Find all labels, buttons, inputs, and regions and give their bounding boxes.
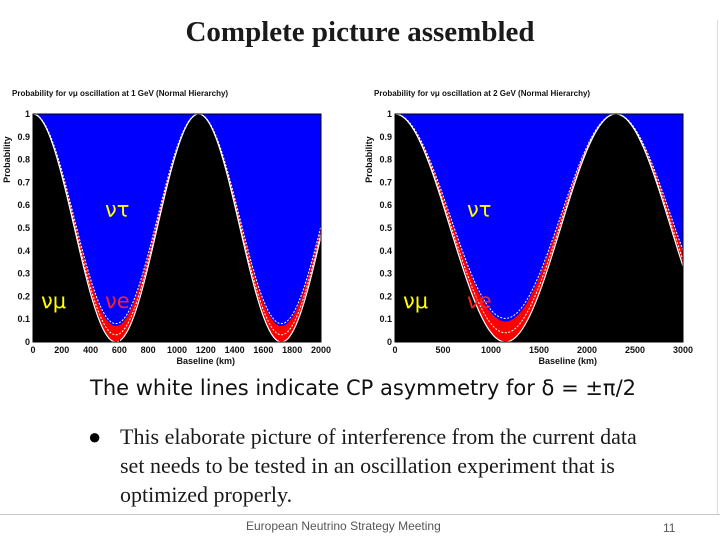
y-tick-label: 0.2 xyxy=(379,291,392,301)
y-tick-label: 0.3 xyxy=(379,269,392,279)
label-nue: νe xyxy=(467,289,492,313)
y-tick-label: 0.9 xyxy=(379,132,392,142)
x-tick-label: 400 xyxy=(83,345,98,355)
slide-title: Complete picture assembled xyxy=(185,16,535,48)
cp-asymmetry-line xyxy=(32,113,322,325)
x-tick-label: 800 xyxy=(141,345,156,355)
chart-title: Probability for νμ oscillation at 2 GeV … xyxy=(374,89,590,98)
x-tick-label: 200 xyxy=(54,345,69,355)
x-tick-label: 500 xyxy=(435,345,450,355)
footer-text: European Neutrino Strategy Meeting xyxy=(246,519,441,533)
y-tick-label: 0.6 xyxy=(379,200,392,210)
chart-1gev-svg: Probability for νμ oscillation at 1 GeV … xyxy=(2,89,331,366)
x-tick-label: 1000 xyxy=(167,345,187,355)
x-tick-label: 3000 xyxy=(673,345,693,355)
bullet-text: This elaborate picture of interference f… xyxy=(120,424,637,507)
y-tick-label: 0.6 xyxy=(17,200,30,210)
chart-title: Probability for νμ oscillation at 1 GeV … xyxy=(12,89,228,98)
y-axis-label: Probability xyxy=(364,136,374,183)
x-tick-label: 1000 xyxy=(481,345,501,355)
y-tick-label: 1 xyxy=(25,109,30,119)
y-tick-label: 0.3 xyxy=(17,269,30,279)
cp-asymmetry-line xyxy=(394,113,684,319)
cp-asymmetry-line xyxy=(394,113,684,343)
x-tick-label: 2000 xyxy=(311,345,331,355)
nue-region xyxy=(33,114,321,342)
y-tick-label: 0.2 xyxy=(17,291,30,301)
x-tick-label: 1200 xyxy=(196,345,216,355)
y-tick-label: 0.1 xyxy=(379,314,392,324)
x-tick-label: 1400 xyxy=(225,345,245,355)
x-tick-label: 1500 xyxy=(529,345,549,355)
cp-asymmetry-line xyxy=(32,113,322,343)
y-axis-label: Probability xyxy=(2,136,12,183)
y-tick-label: 0.8 xyxy=(17,155,30,165)
y-tick-label: 0.8 xyxy=(379,155,392,165)
numu-region xyxy=(33,114,321,342)
y-tick-label: 0.1 xyxy=(17,314,30,324)
x-tick-label: 2500 xyxy=(625,345,645,355)
label-nutau: ντ xyxy=(105,198,129,222)
x-axis-label: Baseline (km) xyxy=(177,356,236,366)
y-tick-label: 0.7 xyxy=(379,177,392,187)
chart-2gev: Probability for νμ oscillation at 2 GeV … xyxy=(362,84,707,374)
nue-region xyxy=(395,114,683,342)
x-axis-label: Baseline (km) xyxy=(539,356,598,366)
x-tick-label: 1600 xyxy=(253,345,273,355)
numu-region xyxy=(395,114,683,342)
label-numu: νμ xyxy=(403,289,428,313)
y-tick-label: 0 xyxy=(387,337,392,347)
x-tick-label: 1800 xyxy=(282,345,302,355)
cp-caption: The white lines indicate CP asymmetry fo… xyxy=(90,376,637,400)
x-tick-label: 0 xyxy=(30,345,35,355)
label-nue: νe xyxy=(105,289,130,313)
y-tick-label: 0.5 xyxy=(379,223,392,233)
chart-2gev-svg: Probability for νμ oscillation at 2 GeV … xyxy=(364,89,693,366)
y-tick-label: 0 xyxy=(25,337,30,347)
bullet-dot: ● xyxy=(88,424,102,449)
cp-asymmetry-line xyxy=(32,113,322,336)
x-tick-label: 600 xyxy=(112,345,127,355)
cp-asymmetry-line xyxy=(394,113,684,334)
y-tick-label: 1 xyxy=(387,109,392,119)
label-numu: νμ xyxy=(41,289,66,313)
x-tick-label: 0 xyxy=(392,345,397,355)
page-number: 11 xyxy=(663,521,676,535)
y-tick-label: 0.4 xyxy=(379,246,392,256)
slide-edge-line xyxy=(717,20,718,514)
label-nutau: ντ xyxy=(467,198,491,222)
chart-1gev: Probability for νμ oscillation at 1 GeV … xyxy=(0,84,345,374)
y-tick-label: 0.7 xyxy=(17,177,30,187)
footer-divider xyxy=(0,514,720,515)
x-tick-label: 2000 xyxy=(577,345,597,355)
y-tick-label: 0.5 xyxy=(17,223,30,233)
y-tick-label: 0.4 xyxy=(17,246,30,256)
y-tick-label: 0.9 xyxy=(17,132,30,142)
